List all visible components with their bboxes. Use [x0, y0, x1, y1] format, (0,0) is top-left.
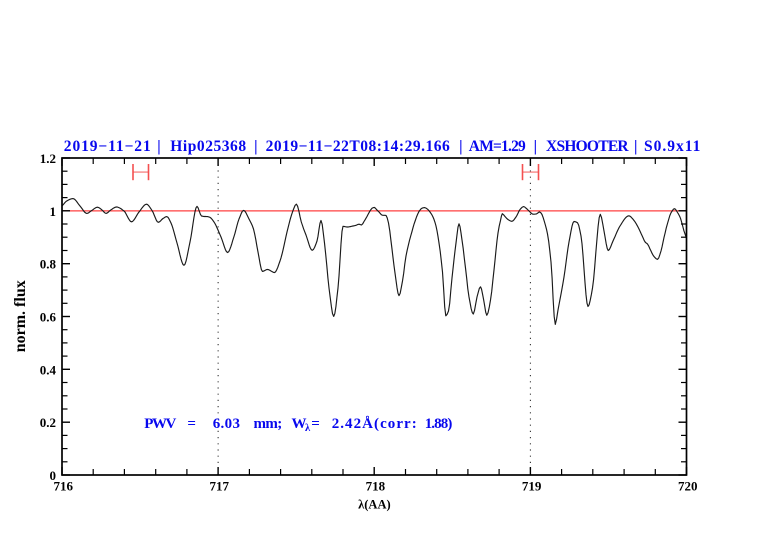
- svg-text:718: 718: [366, 479, 386, 494]
- svg-text:720: 720: [678, 479, 698, 494]
- svg-text:1.2: 1.2: [40, 151, 56, 166]
- svg-text:λ(AA): λ(AA): [358, 498, 391, 512]
- svg-text:0.8: 0.8: [40, 257, 57, 272]
- svg-text:0.2: 0.2: [40, 415, 56, 430]
- svg-text:716: 716: [53, 479, 73, 494]
- svg-text:719: 719: [522, 479, 542, 494]
- svg-text:717: 717: [210, 479, 230, 494]
- svg-text:0.6: 0.6: [40, 310, 57, 325]
- svg-text:2019−11−21|Hip025368|2019−11−2: 2019−11−21 | Hip025368 | 2019−11−22T08:14:29…: [64, 138, 702, 155]
- svg-text:norm. flux: norm. flux: [12, 280, 29, 352]
- svg-text:0.4: 0.4: [40, 362, 57, 377]
- svg-text:1: 1: [50, 204, 57, 219]
- svg-text:0: 0: [50, 468, 57, 483]
